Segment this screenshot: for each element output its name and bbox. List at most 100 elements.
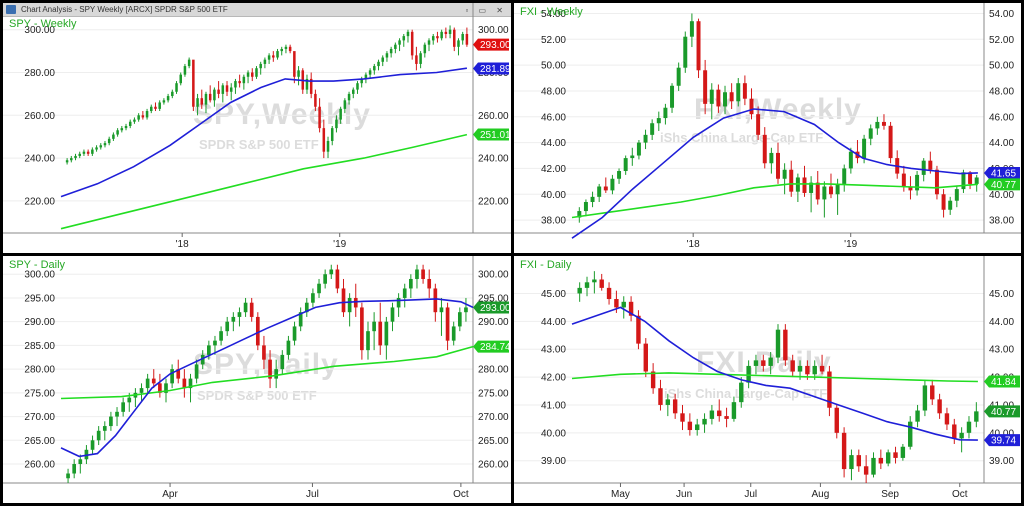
candle-body [390,307,395,322]
y-tick-label-left: 38.00 [541,216,566,227]
chart-watermark-subtitle: SPDR S&P 500 ETF [199,137,319,152]
price-tag-label: 39.74 [991,436,1016,447]
candle-body [885,452,891,464]
candle-body [875,121,880,129]
x-tick-label: May [611,489,630,500]
candle-body [670,85,675,108]
price-tag [984,166,1020,179]
x-tick-label: Jun [676,489,692,500]
candle-body [687,421,693,431]
chart-panel-fxi-daily[interactable]: FXI,Daily iShs China Large-Cap ETF 39.00… [514,256,1021,503]
candle-body [164,383,168,393]
candle-body [65,160,69,163]
candle-body [768,357,773,366]
candle-body [151,378,156,384]
y-tick-label-right: 260.00 [478,460,509,471]
candle-body [194,364,199,379]
candle-body [630,155,635,159]
candle-body [231,316,236,322]
y-tick-label-right: 38.00 [989,216,1014,227]
x-tick-label: '18 [687,239,700,250]
chart-panel-spy-daily[interactable]: SPY,Daily SPDR S&P 500 ETF 260.00 260.00 2… [3,256,511,503]
candle-body [577,211,582,218]
chart-panel-spy-weekly[interactable]: Chart Analysis - SPY Weekly [ARCX] SPDR … [3,3,511,253]
candle-body [809,182,814,193]
candle-body [133,119,136,122]
candle-body [314,93,317,107]
candle-body [196,98,199,107]
y-tick-label-right: 290.00 [478,317,509,328]
chart-spy-weekly[interactable]: 220.00 220.00 240.00 240.00 260.00 260.00 280.… [3,3,511,253]
price-tag-label: 284.74 [480,342,511,353]
chart-panel-fxi-weekly[interactable]: FXI,Weekly iShs China Large-Cap ETF 38.0… [514,3,1021,253]
candle-body [284,46,288,49]
y-tick-label-right: 44.00 [989,317,1014,328]
candle-body [162,100,166,103]
candle-body [372,321,376,332]
price-tag [984,375,1020,388]
candle-body [723,92,728,107]
candle-body [90,440,95,450]
candle-body [937,399,942,414]
candle-body [246,72,250,77]
candle-body [775,329,781,358]
candle-body [419,53,422,64]
y-tick-label-right: 275.00 [478,388,509,399]
chart-title: FXI - Daily [520,259,572,271]
candle-body [255,316,260,346]
candle-body [274,369,279,379]
candle-body [617,171,622,179]
chart-fxi-daily[interactable]: 39.0039.0040.0040.0041.0041.0042.0042.00… [514,256,1021,503]
candle-body [731,402,737,419]
y-tick-label-right: 300.00 [478,270,509,281]
candle-body [182,378,187,389]
candle-body [251,72,254,77]
window-titlebar[interactable]: Chart Analysis - SPY Weekly [ARCX] SPDR … [3,3,511,17]
candle-body [888,125,893,159]
candle-body [614,299,619,308]
candle-body [145,378,150,389]
y-tick-label-left: 39.00 [541,456,566,467]
y-tick-label-left: 43.00 [541,345,566,356]
candle-body [221,85,225,94]
x-tick-label: Apr [162,489,178,500]
candle-body [952,424,957,439]
candle-body [827,371,832,408]
candle-body [280,354,285,370]
price-tag [473,38,509,51]
candle-body [431,36,435,41]
candle-body [783,329,788,361]
candle-body [121,402,125,412]
candle-body [170,369,174,384]
x-tick-label: '18 [176,239,189,250]
chart-spy-daily[interactable]: 260.00 260.00 265.00 265.00 270.00 270.00 275.… [3,256,511,503]
candle-body [86,151,90,154]
chart-fxi-weekly[interactable]: 38.0038.0040.0040.0042.0042.0044.0044.00… [514,3,1021,253]
chart-title: FXI - Weekly [520,6,583,18]
window-controls[interactable]: ▫ ▭ ✕ [465,6,507,15]
y-tick-label-left: 44.00 [541,138,566,149]
candle-body [934,169,939,195]
candle-body [453,29,456,47]
price-tag-label: 41.65 [991,168,1016,179]
candle-body [323,274,327,284]
candle-body [465,33,469,45]
candle-body [102,426,107,431]
candle-body [676,67,681,86]
candle-body [242,76,246,84]
window-title: Chart Analysis - SPY Weekly [ARCX] SPDR … [21,5,228,14]
x-tick-label: Sep [881,489,899,500]
candle-body [922,385,928,411]
candle-body [421,269,425,279]
y-tick-label-right: 260.00 [478,111,509,122]
price-tag [473,128,509,141]
candle-body [276,51,279,58]
candle-body [402,288,407,298]
candle-body [440,31,443,39]
price-tag-label: 293.00 [480,303,511,314]
candle-body [409,278,413,289]
price-tag-label: 293.00 [480,40,511,51]
candle-body [377,61,380,67]
candle-body [915,174,920,191]
candle-body [141,115,145,118]
